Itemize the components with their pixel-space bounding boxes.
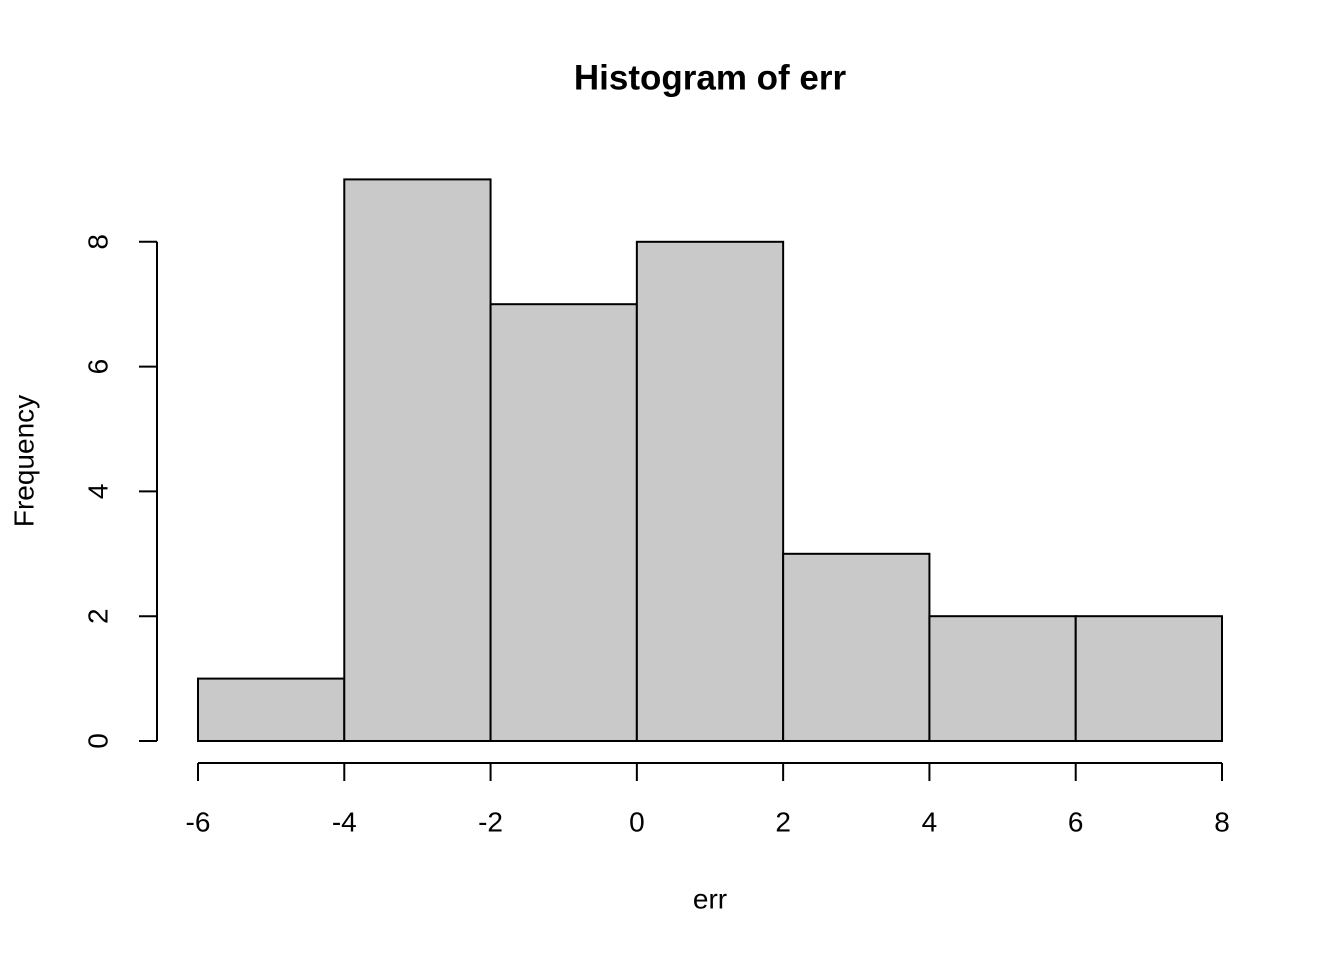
chart-title: Histogram of err [574,58,847,97]
bar [343,178,492,742]
y-axis-label: Frequency [8,395,39,527]
y-tick-label: 6 [82,359,113,375]
y-tick-label: 8 [82,234,113,250]
bar [928,615,1077,743]
x-tick-label: 6 [1068,806,1084,837]
y-tick-label: 2 [82,608,113,624]
bar [635,240,785,743]
bar [1074,615,1223,743]
y-tick-label: 4 [82,484,113,500]
x-tick-label: -4 [332,806,357,837]
bar [489,303,638,742]
bar [197,677,346,742]
x-tick-label: 2 [775,806,791,837]
y-tick-label: 0 [82,733,113,749]
x-tick-label: -6 [186,806,211,837]
x-tick-label: 8 [1214,806,1230,837]
bar [782,552,931,742]
x-axis-label: err [693,883,727,914]
x-tick-label: -2 [478,806,503,837]
x-tick-label: 4 [922,806,938,837]
x-tick-label: 0 [629,806,645,837]
